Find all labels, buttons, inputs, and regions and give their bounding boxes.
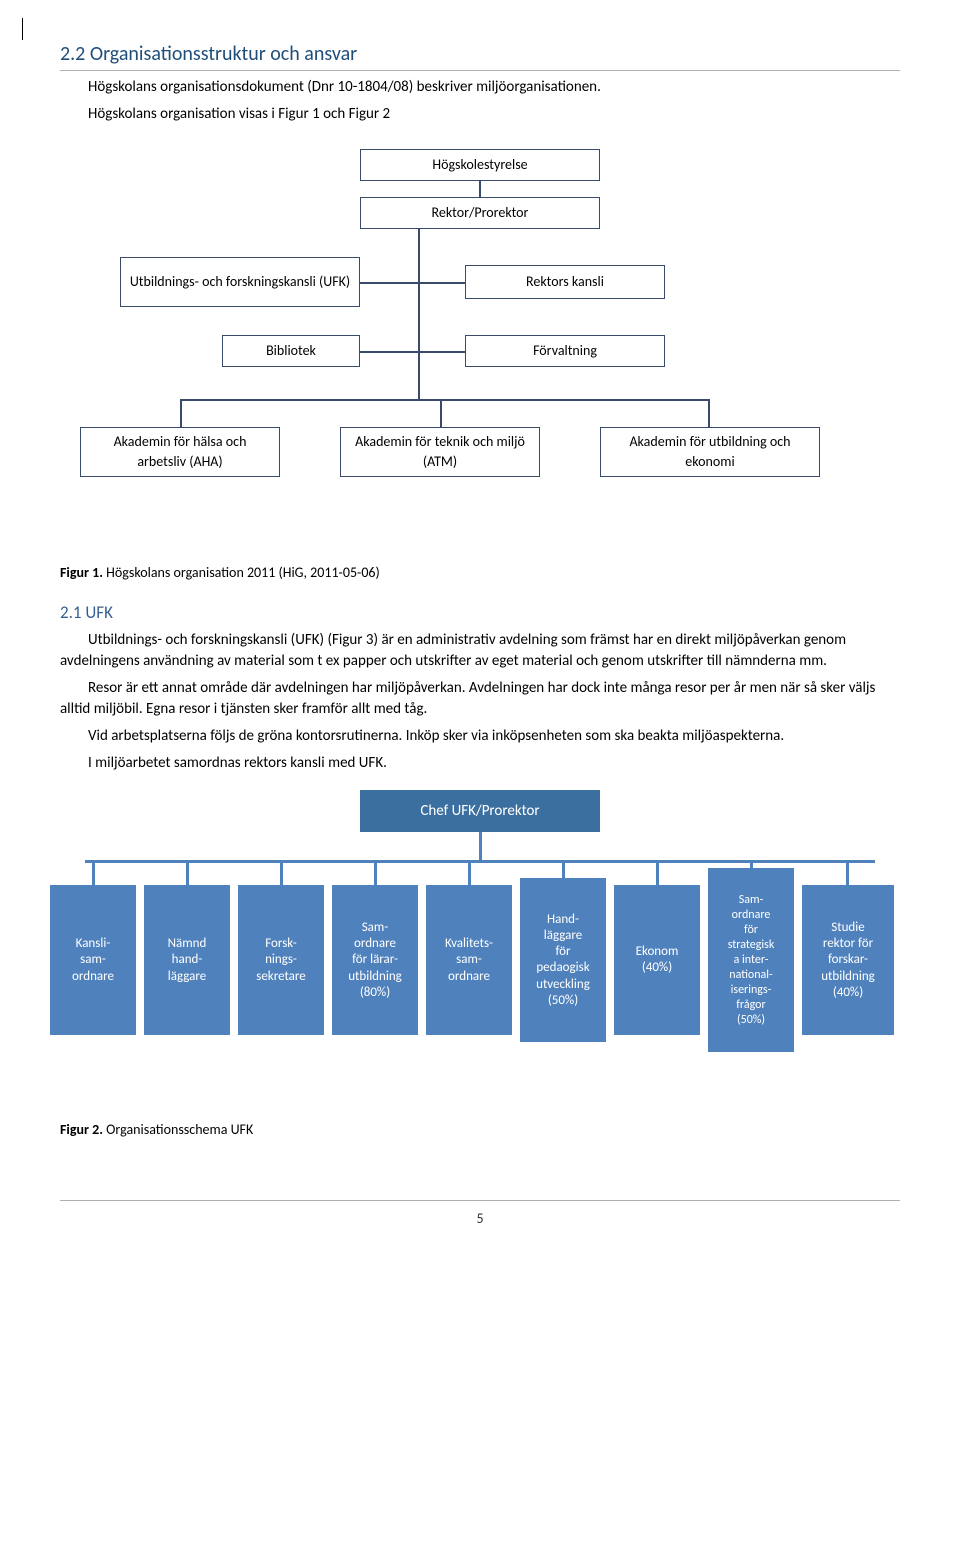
- figure-1-label: Figur 1.: [60, 564, 103, 581]
- org2-leaf-6: Ekonom (40%): [614, 885, 700, 1035]
- org2-leaf-3: Sam- ordnare för lärar- utbildning (80%): [332, 885, 418, 1035]
- org-box-bibliotek: Bibliotek: [222, 335, 360, 367]
- org-box-academy-2: Akademin för teknik och miljö (ATM): [340, 427, 540, 477]
- page-number: 5: [476, 1210, 483, 1227]
- org2-line: [656, 863, 659, 885]
- org2-line: [374, 863, 377, 885]
- org-line: [479, 181, 481, 197]
- intro-paragraph-2: Högskolans organisation visas i Figur 1 …: [60, 104, 900, 125]
- sub-paragraph-1: Utbildnings- och forskningskansli (UFK) …: [60, 630, 900, 672]
- org2-line: [562, 863, 565, 878]
- figure-1-text: Högskolans organisation 2011 (HiG, 2011-…: [103, 564, 380, 581]
- text-cursor: [22, 18, 23, 40]
- subsection-title: 2.1 UFK: [60, 601, 900, 625]
- org-box-hogsk: Högskolestyrelse: [360, 149, 600, 181]
- org2-line: [85, 860, 875, 863]
- figure-2-label: Figur 2.: [60, 1121, 103, 1138]
- org-line: [180, 399, 182, 427]
- org2-top: Chef UFK/Prorektor: [360, 790, 600, 832]
- org2-leaf-0: Kansli- sam- ordnare: [50, 885, 136, 1035]
- org-line: [360, 282, 418, 284]
- org2-leaf-1: Nämnd hand- läggare: [144, 885, 230, 1035]
- org-line: [708, 399, 710, 427]
- org-box-academy-1: Akademin för hälsa och arbetsliv (AHA): [80, 427, 280, 477]
- sub-paragraph-2: Resor är ett annat område där avdelninge…: [60, 678, 900, 720]
- org-line: [360, 351, 418, 353]
- figure-1-caption: Figur 1. Högskolans organisation 2011 (H…: [60, 563, 900, 583]
- org-box-forvaltning: Förvaltning: [465, 335, 665, 367]
- page-footer: 5: [60, 1200, 900, 1229]
- figure-2-caption: Figur 2. Organisationsschema UFK: [60, 1120, 900, 1140]
- section-title: 2.2 Organisationsstruktur och ansvar: [60, 40, 900, 71]
- intro-paragraph-1: Högskolans organisationsdokument (Dnr 10…: [60, 77, 900, 98]
- org2-line: [468, 863, 471, 885]
- orgchart-2: Chef UFK/Prorektor Kansli- sam- ordnare …: [60, 790, 900, 1090]
- org2-line: [750, 863, 753, 869]
- org-box-rektor: Rektor/Prorektor: [360, 197, 600, 229]
- org-box-academy-3: Akademin för utbildning och ekonomi: [600, 427, 820, 477]
- org2-line: [92, 863, 95, 885]
- org2-leaf-5: Hand- läggare för pedaogisk utveckling (…: [520, 878, 606, 1042]
- org2-line: [479, 832, 482, 860]
- org-line: [420, 351, 465, 353]
- org-line: [180, 399, 710, 401]
- org-line: [418, 229, 420, 399]
- figure-2-text: Organisationsschema UFK: [103, 1121, 253, 1138]
- org2-leaf-8: Studie rektor för forskar- utbildning (4…: [802, 885, 894, 1035]
- sub-paragraph-3: Vid arbetsplatserna följs de gröna konto…: [60, 726, 900, 747]
- org2-leaf-2: Forsk- nings- sekretare: [238, 885, 324, 1035]
- org2-line: [186, 863, 189, 885]
- org-box-ufk: Utbildnings- och forskningskansli (UFK): [120, 257, 360, 307]
- orgchart-1: Högskolestyrelse Rektor/Prorektor Utbild…: [60, 149, 900, 549]
- org-line: [440, 399, 442, 427]
- org-line: [420, 282, 465, 284]
- org-box-rektorskansli: Rektors kansli: [465, 265, 665, 299]
- org2-leaf-7: Sam- ordnare för strategisk a inter- nat…: [708, 868, 794, 1052]
- org2-line: [846, 863, 849, 885]
- sub-paragraph-4: I miljöarbetet samordnas rektors kansli …: [60, 753, 900, 774]
- org2-leaf-4: Kvalitets- sam- ordnare: [426, 885, 512, 1035]
- org2-line: [280, 863, 283, 885]
